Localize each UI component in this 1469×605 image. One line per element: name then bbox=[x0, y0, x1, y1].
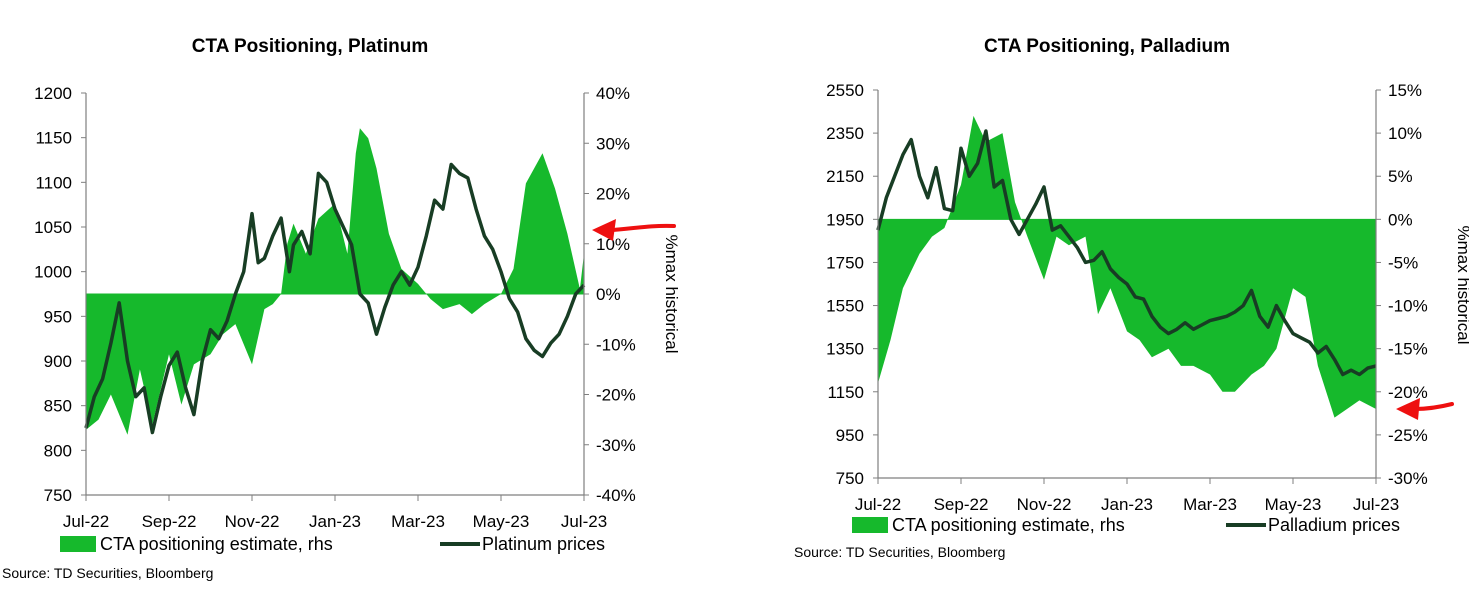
left-tick-label: 1950 bbox=[826, 210, 864, 229]
right-tick-label: -20% bbox=[596, 386, 636, 405]
left-tick-label: 1350 bbox=[826, 340, 864, 359]
chart-title-platinum: CTA Positioning, Platinum bbox=[192, 36, 428, 57]
platinum-annotation-arrow bbox=[592, 219, 676, 241]
right-tick-label: 30% bbox=[596, 134, 630, 153]
palladium-chart: CTA Positioning, Palladium 2550 2350 2150 1… bbox=[794, 36, 1469, 560]
right-tick-label: 10% bbox=[1388, 124, 1422, 143]
x-tick-label: Mar-23 bbox=[1183, 495, 1237, 514]
right-tick-label: -40% bbox=[596, 486, 636, 505]
left-tick-label: 850 bbox=[44, 397, 72, 416]
positioning-area-shape bbox=[878, 115, 1376, 418]
x-tick-label: Sep-22 bbox=[142, 512, 197, 531]
x-tick-label: May-23 bbox=[473, 512, 530, 531]
right-tick-label: -30% bbox=[596, 436, 636, 455]
right-tick-label: -5% bbox=[1388, 253, 1418, 272]
left-tick-label: 1150 bbox=[827, 383, 864, 402]
x-tick-label: Nov-22 bbox=[225, 512, 280, 531]
platinum-positioning-area bbox=[86, 128, 584, 435]
left-tick-label: 750 bbox=[836, 469, 864, 488]
right-tick-label: -30% bbox=[1388, 469, 1428, 488]
x-tick-label: Jul-23 bbox=[561, 512, 607, 531]
left-tick-label: 1200 bbox=[34, 84, 72, 103]
palladium-price-line bbox=[876, 129, 1377, 377]
right-tick-label: 40% bbox=[596, 84, 630, 103]
source-note-platinum: Source: TD Securities, Bloomberg bbox=[2, 565, 213, 581]
legend-area-swatch bbox=[60, 536, 96, 552]
platinum-price-line bbox=[84, 162, 586, 435]
x-tick-label: Jan-23 bbox=[1101, 495, 1153, 514]
left-tick-label: 2550 bbox=[826, 81, 864, 100]
right-tick-label: 10% bbox=[596, 235, 630, 254]
left-tick-label: 1000 bbox=[34, 263, 72, 282]
palladium-positioning-area bbox=[878, 115, 1376, 418]
left-tick-label: 1100 bbox=[35, 173, 72, 192]
x-tick-label: Mar-23 bbox=[391, 512, 445, 531]
positioning-area-shape bbox=[86, 128, 584, 435]
right-tick-label: -20% bbox=[1388, 383, 1428, 402]
palladium-legend: CTA positioning estimate, rhs Palladium … bbox=[852, 515, 1400, 535]
left-tick-label: 800 bbox=[44, 441, 72, 460]
right-tick-label: 15% bbox=[1388, 81, 1422, 100]
platinum-legend: CTA positioning estimate, rhs Platinum p… bbox=[60, 534, 605, 554]
x-tick-label: Sep-22 bbox=[934, 495, 989, 514]
x-tick-label: Jul-22 bbox=[63, 512, 109, 531]
right-tick-label: 0% bbox=[596, 285, 621, 304]
right-tick-label: -15% bbox=[1388, 340, 1428, 359]
left-tick-label: 1550 bbox=[826, 297, 864, 316]
chart-title-palladium: CTA Positioning, Palladium bbox=[984, 36, 1230, 57]
x-tick-label: Jul-23 bbox=[1353, 495, 1399, 514]
left-tick-label: 900 bbox=[44, 352, 72, 371]
legend-area-swatch bbox=[852, 517, 888, 533]
price-line bbox=[84, 162, 586, 435]
left-tick-label: 950 bbox=[44, 307, 72, 326]
left-tick-label: 1150 bbox=[35, 129, 72, 148]
right-tick-label: 20% bbox=[596, 185, 630, 204]
right-tick-label: 0% bbox=[1388, 210, 1413, 229]
left-tick-label: 2350 bbox=[826, 124, 864, 143]
legend-line-label-palladium: Palladium prices bbox=[1268, 515, 1400, 535]
price-line bbox=[876, 129, 1377, 377]
platinum-axes bbox=[81, 92, 589, 501]
right-tick-label: 5% bbox=[1388, 167, 1413, 186]
x-tick-label: Jan-23 bbox=[309, 512, 361, 531]
legend-line-label-platinum: Platinum prices bbox=[482, 534, 605, 554]
right-tick-label: -25% bbox=[1388, 426, 1428, 445]
palladium-right-axis-label: %max historical bbox=[1454, 225, 1469, 344]
x-tick-label: Nov-22 bbox=[1017, 495, 1072, 514]
legend-area-label: CTA positioning estimate, rhs bbox=[892, 515, 1125, 535]
left-tick-label: 2150 bbox=[826, 167, 864, 186]
left-tick-label: 950 bbox=[836, 426, 864, 445]
legend-area-label: CTA positioning estimate, rhs bbox=[100, 534, 333, 554]
platinum-chart: CTA Positioning, Platinum 1200 1150 1100 10… bbox=[2, 36, 681, 581]
x-tick-label: Jul-22 bbox=[855, 495, 901, 514]
platinum-right-axis-label: %max historical bbox=[662, 234, 681, 353]
palladium-annotation-arrow bbox=[1396, 398, 1454, 420]
source-note-palladium: Source: TD Securities, Bloomberg bbox=[794, 544, 1005, 560]
platinum-tick-labels: 1200 1150 1100 1050 1000 950 900 850 800 750 40% 30… bbox=[34, 84, 636, 531]
left-tick-label: 1750 bbox=[826, 253, 864, 272]
palladium-axes bbox=[873, 89, 1381, 484]
left-tick-label: 750 bbox=[44, 486, 72, 505]
right-tick-label: -10% bbox=[596, 335, 636, 354]
right-tick-label: -10% bbox=[1388, 297, 1428, 316]
palladium-tick-labels: 2550 2350 2150 1950 1750 1550 1350 1150 950 750 15… bbox=[826, 81, 1428, 514]
left-tick-label: 1050 bbox=[34, 218, 72, 237]
x-tick-label: May-23 bbox=[1265, 495, 1322, 514]
